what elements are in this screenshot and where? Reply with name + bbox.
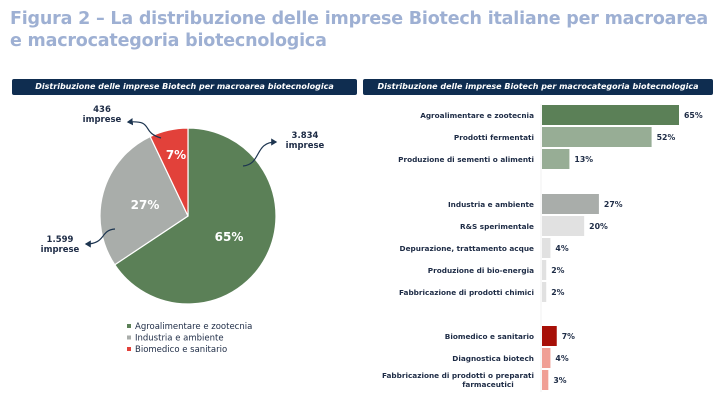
- legend-swatch: [127, 324, 131, 328]
- annotation-count: 1.599: [47, 235, 74, 245]
- annotation-unit: imprese: [41, 245, 80, 255]
- bar-value-label: 7%: [562, 332, 575, 341]
- pie-slice-label: 7%: [166, 148, 186, 162]
- legend-label: Biomedico e sanitario: [135, 345, 227, 355]
- bar-category-label: Fabbricazione di prodotti o preparati far…: [382, 371, 534, 389]
- bar-category-line: farmaceutici: [462, 380, 514, 389]
- legend-label: Agroalimentare e zootecnia: [135, 322, 252, 332]
- bar: [542, 105, 679, 125]
- bar-value-label: 13%: [574, 155, 593, 164]
- bar-category-label: Produzione di bio-energia: [428, 266, 534, 275]
- bar-category-label: R&S sperimentale: [460, 222, 534, 231]
- bar-value-label: 4%: [555, 244, 568, 253]
- pie-slice-label: 65%: [215, 230, 244, 244]
- annotation-count: 3.834: [292, 131, 319, 141]
- annotation-unit: imprese: [83, 115, 122, 125]
- bar: [542, 282, 547, 302]
- bar-chart-header: Distribuzione delle imprese Biotech per …: [363, 79, 713, 95]
- annotation-arrow-icon: [126, 118, 162, 139]
- pie-slice-1: [99, 135, 189, 266]
- pie-slice-label: 27%: [131, 198, 160, 212]
- bar-value-label: 3%: [553, 376, 566, 385]
- bar-category-label: Depurazione, trattamento acque: [400, 244, 535, 253]
- annotation-unit: imprese: [286, 141, 325, 151]
- bar: [542, 260, 547, 280]
- bar-category-label: Industria e ambiente: [448, 200, 534, 209]
- bar-category-label: Biomedico e sanitario: [445, 332, 534, 341]
- annotation-arrow-icon: [242, 138, 278, 167]
- bar-category-label: Produzione di sementi o alimenti: [398, 155, 534, 164]
- bar-value-label: 27%: [604, 200, 623, 209]
- bar: [542, 370, 549, 390]
- bar-category-label: Diagnostica biotech: [452, 354, 534, 363]
- bar-category-label: Fabbricazione di prodotti chimici: [399, 288, 534, 297]
- annotation-arrow-icon: [84, 228, 116, 248]
- bar-value-label: 65%: [684, 111, 703, 120]
- bar: [542, 127, 652, 147]
- legend-swatch: [127, 347, 131, 351]
- pie-chart-header: Distribuzione delle imprese Biotech per …: [12, 79, 357, 95]
- bar-value-label: 52%: [657, 133, 676, 142]
- legend-label: Industria e ambiente: [135, 334, 224, 344]
- bar: [542, 216, 585, 236]
- bar-category-line: Fabbricazione di prodotti o preparati: [382, 371, 534, 380]
- bar: [542, 194, 599, 214]
- bar: [542, 238, 551, 258]
- bar-value-label: 2%: [551, 266, 564, 275]
- legend-swatch: [127, 335, 131, 340]
- bar-category-label: Prodotti fermentati: [454, 133, 534, 142]
- pie-slice-0: [113, 127, 277, 305]
- pie-slice-2: [149, 127, 189, 217]
- bar-category-label: Agroalimentare e zootecnia: [420, 111, 534, 120]
- bar-value-label: 4%: [555, 354, 568, 363]
- annotation-count: 436: [93, 105, 111, 115]
- bar-value-label: 2%: [551, 288, 564, 297]
- bar: [542, 348, 551, 368]
- figure-title: Figura 2 – La distribuzione delle impres…: [10, 9, 708, 51]
- bar-value-label: 20%: [589, 222, 608, 231]
- bar: [542, 326, 557, 346]
- bar: [542, 149, 570, 169]
